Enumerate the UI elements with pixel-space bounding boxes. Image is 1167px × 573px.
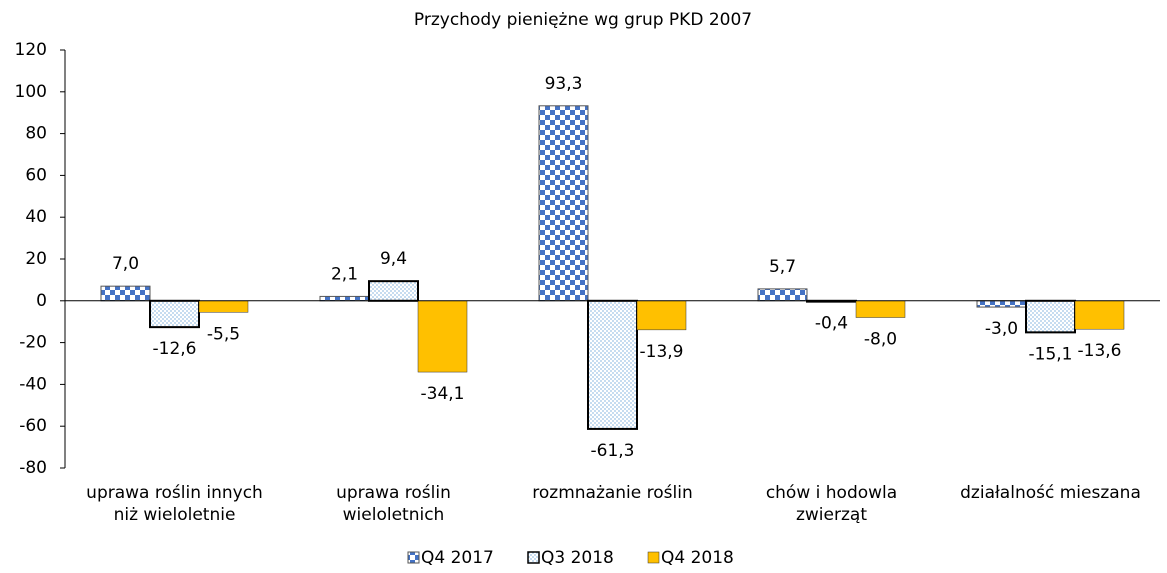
x-tick-label: uprawa roślin wieloletnich <box>336 483 451 525</box>
x-tick-label: uprawa roślin innych niż wieloletnie <box>86 483 263 525</box>
bar <box>1074 300 1125 330</box>
data-label: 5,7 <box>769 257 796 277</box>
bar <box>319 295 370 302</box>
data-label: -13,9 <box>640 342 684 362</box>
legend-swatch <box>527 551 540 564</box>
data-label: -61,3 <box>591 441 635 461</box>
y-tick-label: 100 <box>15 82 47 102</box>
data-label: -3,0 <box>985 319 1018 339</box>
bar <box>636 300 687 331</box>
bar <box>100 285 151 302</box>
data-label: -34,1 <box>421 384 465 404</box>
data-label: 2,1 <box>331 264 358 284</box>
y-tick-label: -20 <box>19 333 47 353</box>
bar <box>976 300 1027 308</box>
data-label: -15,1 <box>1029 344 1073 364</box>
x-tick-label: chów i hodowla zwierząt <box>765 483 898 525</box>
bar <box>587 299 638 430</box>
data-label: -13,6 <box>1078 341 1122 361</box>
x-tick-label: działalność mieszana <box>960 483 1141 503</box>
bar <box>149 299 200 329</box>
data-label: 93,3 <box>545 74 583 94</box>
y-tick-label: 60 <box>25 165 47 185</box>
x-tick-label: rozmnażanie roślin <box>532 483 693 503</box>
y-tick-label: 20 <box>25 249 47 269</box>
chart-title: Przychody pieniężne wg grup PKD 2007 <box>414 10 752 30</box>
data-label: 7,0 <box>112 254 139 274</box>
y-tick-label: -40 <box>19 374 47 394</box>
bar <box>757 288 808 302</box>
data-label: -8,0 <box>864 330 897 350</box>
bar <box>368 280 419 302</box>
legend-label: Q3 2018 <box>541 548 614 568</box>
y-tick-label: 40 <box>25 207 47 227</box>
bar <box>198 300 249 313</box>
y-tick-label: 80 <box>25 124 47 144</box>
data-label: 9,4 <box>380 249 407 269</box>
y-tick-label: 0 <box>36 291 47 311</box>
bar <box>417 300 468 373</box>
data-label: -12,6 <box>153 339 197 359</box>
data-label: -0,4 <box>815 314 848 334</box>
legend-label: Q4 2017 <box>421 548 494 568</box>
bar <box>855 300 906 318</box>
y-tick-label: -80 <box>19 458 47 478</box>
bar <box>538 105 589 302</box>
y-tick-label: -60 <box>19 416 47 436</box>
data-label: -5,5 <box>207 324 240 344</box>
bar <box>1025 299 1076 334</box>
legend-label: Q4 2018 <box>661 548 734 568</box>
legend-swatch <box>647 551 660 564</box>
legend-swatch <box>407 551 420 564</box>
y-tick-label: 120 <box>15 40 47 60</box>
